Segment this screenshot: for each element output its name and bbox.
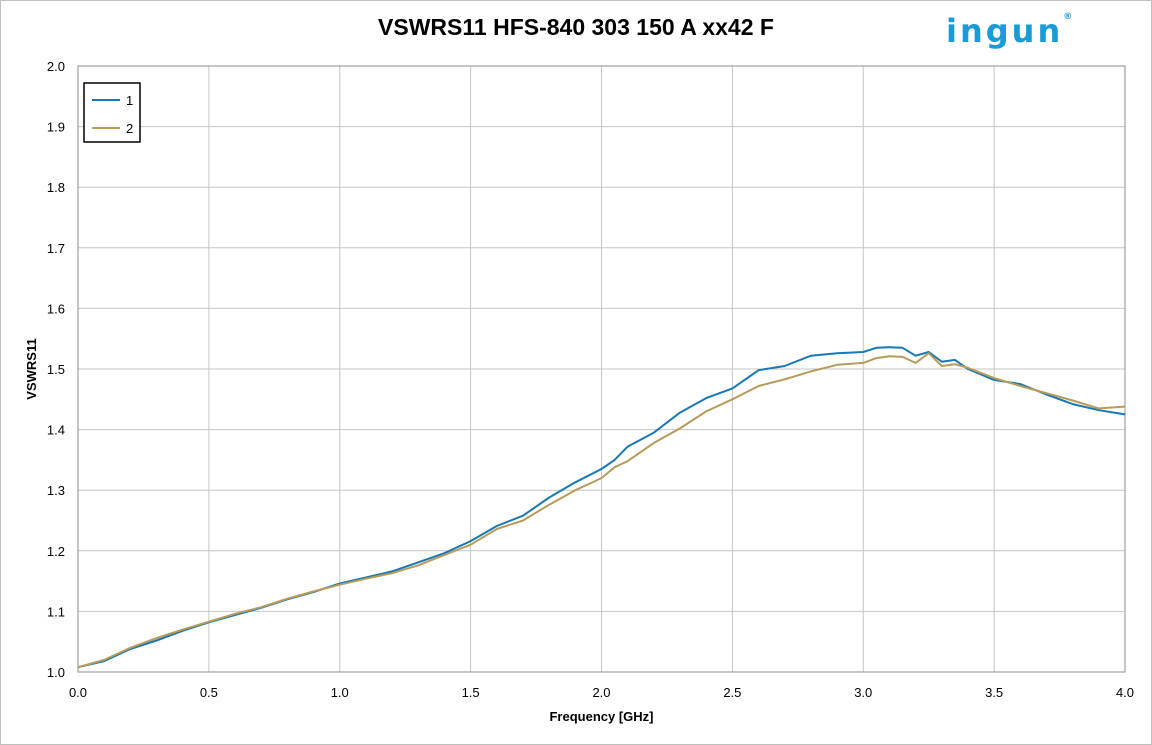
plot-border [77, 65, 1126, 673]
brand-logo-text: ingun [946, 12, 1064, 50]
y-tick-label: 1.4 [47, 423, 65, 438]
x-tick-label: 3.5 [985, 685, 1003, 700]
series-lines [77, 346, 1126, 669]
y-tick-label: 1.3 [47, 483, 65, 498]
x-axis-label: Frequency [GHz] [549, 709, 653, 724]
x-tick-label: 0.0 [69, 685, 87, 700]
x-tick-label: 1.5 [462, 685, 480, 700]
y-tick-label: 1.8 [47, 180, 65, 195]
y-axis-label: VSWRS11 [24, 338, 39, 399]
x-axis-ticks: 0.0 0.5 1.0 1.5 2.0 2.5 3.0 3.5 4.0 [69, 685, 1134, 700]
registered-mark-icon: ® [1063, 12, 1073, 22]
y-tick-label: 1.6 [47, 301, 65, 316]
x-tick-label: 1.0 [331, 685, 349, 700]
brand-logo: ingun® [946, 12, 1072, 50]
y-tick-label: 1.0 [47, 665, 65, 680]
x-tick-label: 3.0 [854, 685, 872, 700]
legend-label-series-1: 1 [126, 93, 133, 108]
series-line-2 [77, 352, 1126, 669]
x-tick-label: 0.5 [200, 685, 218, 700]
x-tick-label: 2.5 [723, 685, 741, 700]
y-tick-label: 1.1 [47, 604, 65, 619]
y-tick-label: 1.2 [47, 544, 65, 559]
legend-label-series-2: 2 [126, 121, 133, 136]
y-tick-label: 2.0 [47, 59, 65, 74]
legend-box [83, 82, 141, 143]
chart-legend: 1 2 [83, 82, 141, 143]
y-tick-label: 1.9 [47, 120, 65, 135]
chart-title: VSWRS11 HFS-840 303 150 A xx42 F [378, 14, 774, 40]
x-tick-label: 2.0 [592, 685, 610, 700]
y-tick-label: 1.7 [47, 241, 65, 256]
x-tick-label: 4.0 [1116, 685, 1134, 700]
y-axis-ticks: 1.0 1.1 1.2 1.3 1.4 1.5 1.6 1.7 1.8 1.9 2.0 [47, 59, 65, 680]
y-tick-label: 1.5 [47, 362, 65, 377]
